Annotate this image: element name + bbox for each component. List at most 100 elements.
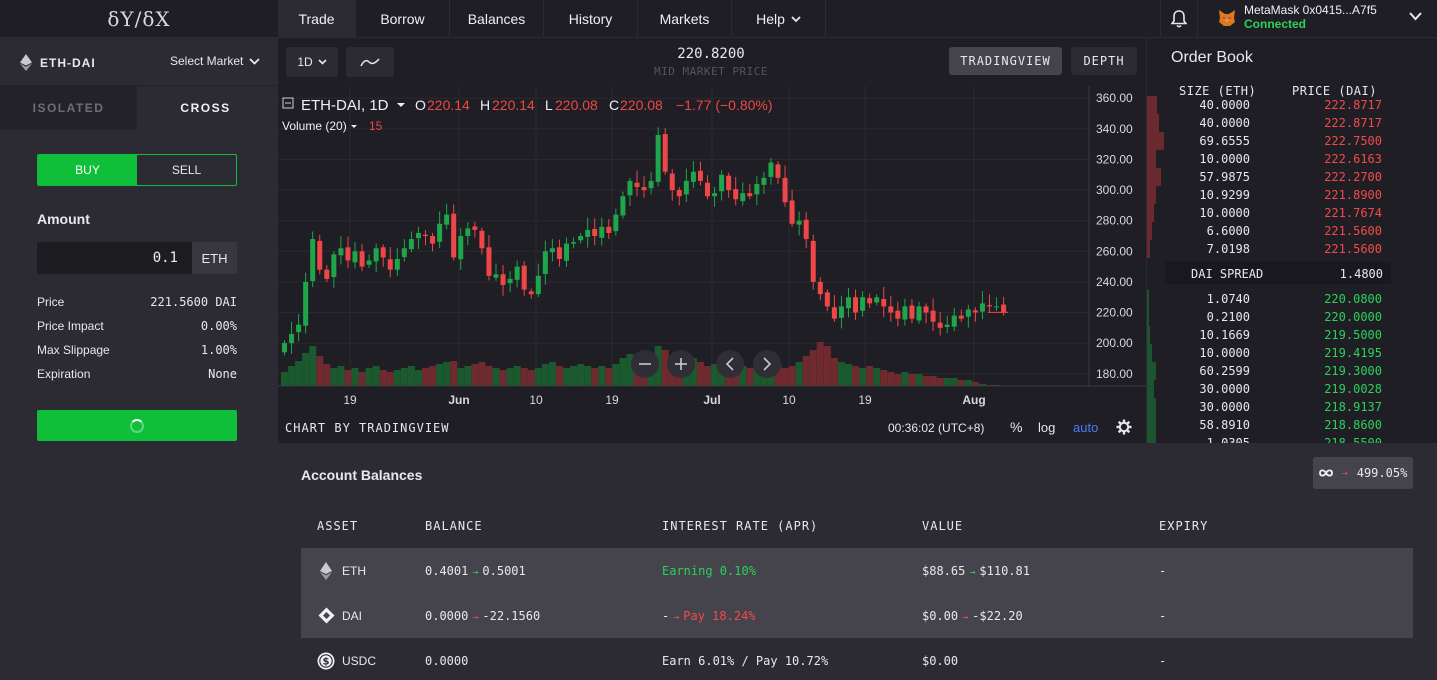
log-scale-toggle[interactable]: log [1038,420,1056,435]
bid-row[interactable]: 10.0000 219.4195 [1147,344,1437,362]
nav-help-label: Help [756,11,785,27]
bid-row[interactable]: 10.1669 219.5000 [1147,326,1437,344]
bid-row[interactable]: 30.0000 218.9137 [1147,398,1437,416]
gear-icon[interactable] [1116,419,1132,435]
amount-input[interactable] [37,242,192,274]
ask-depth-bar [1147,96,1158,114]
nav-help[interactable]: Help [732,0,826,38]
volume-bar [774,364,782,386]
usdc-icon: $ [317,652,335,670]
ask-price: 222.8717 [1324,98,1382,112]
timeframe-dropdown[interactable]: 1D [286,47,338,77]
bid-row[interactable]: 0.2100 220.0000 [1147,308,1437,326]
auto-scale-toggle[interactable]: auto [1073,420,1099,435]
ask-size: 57.9875 [1199,170,1250,184]
candle-body [846,297,851,309]
wallet-address: MetaMask 0x0415...A7f5 [1244,3,1377,17]
chart-zoom-in-button[interactable] [667,350,695,378]
candle-body [620,196,626,216]
ask-row[interactable]: 10.0000 221.7674 [1147,204,1437,222]
candle-body [282,343,287,353]
bid-row[interactable]: 60.2599 219.3000 [1147,362,1437,380]
bid-size: 58.8910 [1199,418,1250,432]
value-cell: $0.00 → -$22.20 [922,609,1023,623]
depth-button[interactable]: DEPTH [1071,47,1137,75]
legend-volume-label[interactable]: Volume (20) [282,119,347,133]
chevron-down-icon [1409,12,1422,21]
ask-row[interactable]: 40.0000 222.8717 [1147,114,1437,132]
tab-cross[interactable]: CROSS [137,86,274,130]
balance-row-eth[interactable]: ETH 0.4001 → 0.5001 Earning 0.10% $88.65 → $… [301,548,1413,593]
mid-market-price: 220.8200 [677,46,745,62]
logo[interactable]: δY/δX [107,7,171,31]
stat-value: None [208,367,237,381]
candle-body [895,310,901,319]
spread-label: DAI SPREAD [1191,267,1264,281]
chart-type-button[interactable] [346,47,394,77]
value-header: VALUE [922,519,964,533]
chart-scroll-left-button[interactable] [716,350,744,378]
candle-body [754,183,760,195]
price-tick-label: 220.00 [1096,306,1133,320]
submit-trade-button[interactable] [37,410,237,441]
bid-row[interactable]: 1.0740 220.0800 [1147,290,1437,308]
volume-bar [978,384,986,386]
ask-row[interactable]: 69.6555 222.7500 [1147,132,1437,150]
chart-zoom-out-button[interactable] [631,350,659,378]
bid-row[interactable]: 1.0305 218.5500 [1147,434,1437,443]
candle-body [881,299,887,307]
nav-markets[interactable]: Markets [638,0,732,38]
balance-row-usdc[interactable]: $ USDC 0.0000 Earn 6.01% / Pay 10.72% $0… [301,638,1413,680]
ask-row[interactable]: 7.0198 221.5600 [1147,240,1437,258]
legend-open-label: O [415,97,426,113]
arrow-right-icon: → [1341,467,1348,479]
candle-body [352,251,358,263]
value-current: $0.00 [922,609,959,623]
candle-body [303,281,309,326]
volume-bar [908,374,916,386]
volume-bar [527,370,535,386]
legend-volume-value: 15 [369,119,383,133]
tab-isolated[interactable]: ISOLATED [0,86,137,130]
volume-bar [351,368,359,386]
percent-scale-toggle[interactable]: % [1010,419,1023,435]
sell-button[interactable]: SELL [171,163,202,177]
bid-row[interactable]: 30.0000 219.0028 [1147,380,1437,398]
bid-depth-bar [1147,434,1156,443]
balances-title: Account Balances [301,467,423,483]
notifications-button[interactable] [1160,0,1198,38]
volume-bar [323,364,331,386]
bid-depth-bar [1147,290,1149,308]
select-market-dropdown[interactable]: Select Market [170,54,260,68]
balance-row-dai[interactable]: DAI 0.0000 → -22.1560 - → Pay 18.24% $0.00 → -… [301,593,1413,638]
chart-grid [278,86,1089,386]
ask-row[interactable]: 6.6000 221.5600 [1147,222,1437,240]
price-chart[interactable]: 360.00 340.00 320.00 300.00 280.00 260.00 240.… [278,86,1146,413]
collapse-legend-icon[interactable] [282,97,294,109]
ask-row[interactable]: 40.0000 222.8717 [1147,96,1437,114]
ask-row[interactable]: 10.9299 221.8900 [1147,186,1437,204]
ask-row[interactable]: 10.0000 222.6163 [1147,150,1437,168]
nav-balances[interactable]: Balances [450,0,544,38]
metamask-fox-icon [1219,10,1235,26]
balance-current: 0.0000 [425,609,469,623]
nav-trade[interactable]: Trade [278,0,356,38]
chart-scroll-right-button[interactable] [753,350,781,378]
tradingview-button[interactable]: TRADINGVIEW [949,47,1062,75]
legend-symbol[interactable]: ETH-DAI, 1D [301,97,389,114]
wallet-button[interactable]: MetaMask 0x0415...A7f5 Connected [1210,0,1437,38]
nav-history[interactable]: History [544,0,638,38]
ask-size: 40.0000 [1199,116,1250,130]
candle-body [627,180,633,196]
volume-bar [281,372,288,386]
price-tick-label: 280.00 [1096,214,1133,228]
candles [282,127,1008,356]
ask-row[interactable]: 57.9875 222.2700 [1147,168,1437,186]
buy-button[interactable]: BUY [38,155,137,185]
nav-borrow[interactable]: Borrow [356,0,450,38]
candle-body [930,310,936,322]
bid-price: 218.8600 [1324,418,1382,432]
candle-body [733,189,739,200]
bid-row[interactable]: 58.8910 218.8600 [1147,416,1437,434]
